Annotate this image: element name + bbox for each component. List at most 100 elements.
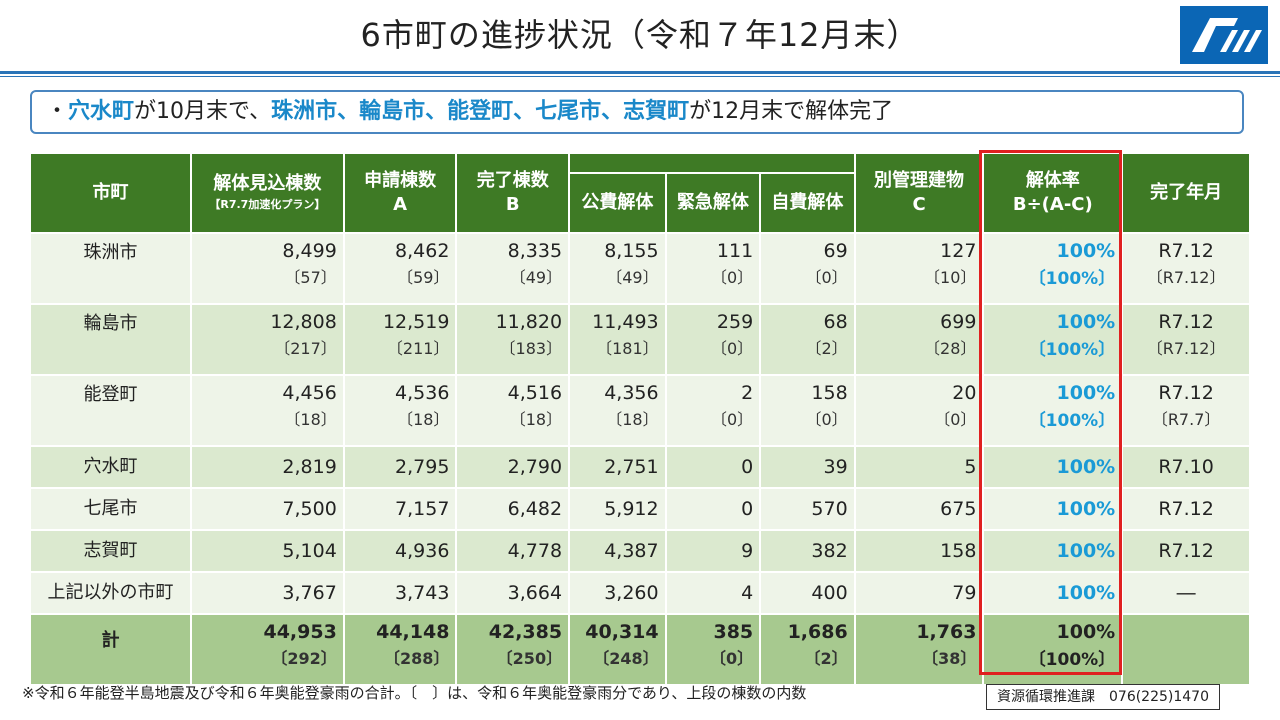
- header-rate-formula: B÷(A-C): [1012, 194, 1093, 215]
- cell-completion: R7.10: [1123, 447, 1249, 487]
- table-row: 能登町 4,456 〔18〕 4,536 〔18〕 4,516 〔18〕 4,356 〔…: [31, 376, 1249, 445]
- header-applied-letter: A: [393, 194, 408, 215]
- cell-municipality: 珠洲市: [31, 234, 190, 303]
- cell-emergency: 111 〔0〕: [666, 234, 760, 303]
- cell-self: 1,686 〔2〕: [761, 615, 854, 684]
- cell-expected: 4,456 〔18〕: [191, 376, 343, 445]
- header-self: 自費解体: [761, 174, 854, 232]
- cell-expected: 2,819: [191, 447, 343, 487]
- cell-public: 2,751: [570, 447, 665, 487]
- cell-municipality: 志賀町: [31, 531, 190, 571]
- contact-box: 資源循環推進課 076(225)1470: [986, 684, 1220, 710]
- cell-rate: 100% 〔100%〕: [984, 376, 1122, 445]
- cell-public: 4,387: [570, 531, 665, 571]
- header-public: 公費解体: [570, 174, 665, 232]
- header-expected: 解体見込棟数 【R7.7加速化プラン】: [191, 154, 343, 232]
- cell-completed: 6,482: [457, 489, 569, 529]
- header-separate-label: 別管理建物: [874, 170, 965, 191]
- cell-expected: 5,104: [191, 531, 343, 571]
- cell-completion: ―: [1123, 573, 1249, 613]
- cell-applied: 12,519 〔211〕: [344, 305, 456, 374]
- header-completed-letter: B: [505, 194, 520, 215]
- table-row: 志賀町 5,104 4,936 4,778 4,387 9 382 158 10…: [31, 531, 1249, 571]
- cell-public: 11,493 〔181〕: [570, 305, 665, 374]
- cell-applied: 44,148 〔288〕: [344, 615, 456, 684]
- cell-applied: 2,795: [344, 447, 456, 487]
- cell-completion: R7.12: [1123, 489, 1249, 529]
- cell-public: 3,260: [570, 573, 665, 613]
- cell-self: 570: [761, 489, 854, 529]
- cell-separate: 699 〔28〕: [855, 305, 983, 374]
- cell-emergency: 0: [666, 447, 760, 487]
- cell-completed: 3,664: [457, 573, 569, 613]
- header-rate-label: 解体率: [1025, 170, 1080, 191]
- cell-public: 5,912: [570, 489, 665, 529]
- cell-municipality: 穴水町: [31, 447, 190, 487]
- table-row: 上記以外の市町 3,767 3,743 3,664 3,260 4 400 79…: [31, 573, 1249, 613]
- cell-completion: R7.12 〔R7.12〕: [1123, 234, 1249, 303]
- cell-completed: 4,516 〔18〕: [457, 376, 569, 445]
- cell-separate: 127 〔10〕: [855, 234, 983, 303]
- cell-separate: 1,763 〔38〕: [855, 615, 983, 684]
- table-row: 穴水町 2,819 2,795 2,790 2,751 0 39 5 100% …: [31, 447, 1249, 487]
- summary-town-anamizu: 穴水町: [68, 99, 135, 124]
- cell-public: 40,314 〔248〕: [570, 615, 665, 684]
- cell-rate: 100%: [984, 447, 1122, 487]
- cell-completed: 11,820 〔183〕: [457, 305, 569, 374]
- cell-self: 400: [761, 573, 854, 613]
- cell-emergency: 385 〔0〕: [666, 615, 760, 684]
- cell-public: 8,155 〔49〕: [570, 234, 665, 303]
- header-completed: 完了棟数 B: [457, 154, 569, 232]
- cell-completion: R7.12 〔R7.7〕: [1123, 376, 1249, 445]
- cell-self: 69 〔0〕: [761, 234, 854, 303]
- cell-applied: 3,743: [344, 573, 456, 613]
- header-separate-letter: C: [912, 194, 926, 215]
- cell-completed: 8,335 〔49〕: [457, 234, 569, 303]
- cell-emergency: 0: [666, 489, 760, 529]
- cell-completion: R7.12: [1123, 531, 1249, 571]
- cell-separate: 20 〔0〕: [855, 376, 983, 445]
- cell-municipality: 上記以外の市町: [31, 573, 190, 613]
- header-completion: 完了年月: [1123, 154, 1249, 232]
- cell-rate: 100% 〔100%〕: [984, 615, 1122, 684]
- header-separate: 別管理建物 C: [855, 154, 983, 232]
- cell-applied: 4,936: [344, 531, 456, 571]
- cell-expected: 3,767: [191, 573, 343, 613]
- cell-rate: 100%: [984, 531, 1122, 571]
- cell-rate: 100%: [984, 573, 1122, 613]
- table-row: 珠洲市 8,499 〔57〕 8,462 〔59〕 8,335 〔49〕 8,155 〔…: [31, 234, 1249, 303]
- cell-municipality: 能登町: [31, 376, 190, 445]
- title-divider-thin: [0, 76, 1280, 77]
- cell-expected: 7,500: [191, 489, 343, 529]
- cell-emergency: 4: [666, 573, 760, 613]
- header-completed-label: 完了棟数: [476, 170, 549, 191]
- progress-table: 市町 解体見込棟数 【R7.7加速化プラン】 申請棟数 A 完了棟数 B 別管理…: [29, 152, 1251, 686]
- header-municipality: 市町: [31, 154, 190, 232]
- header-applied-label: 申請棟数: [364, 170, 437, 191]
- cell-expected: 12,808 〔217〕: [191, 305, 343, 374]
- prefecture-emblem-icon: [1180, 6, 1268, 64]
- cell-separate: 675: [855, 489, 983, 529]
- cell-completion: [1123, 615, 1249, 684]
- header-emergency: 緊急解体: [666, 174, 760, 232]
- cell-public: 4,356 〔18〕: [570, 376, 665, 445]
- cell-self: 382: [761, 531, 854, 571]
- cell-rate: 100% 〔100%〕: [984, 305, 1122, 374]
- cell-expected: 8,499 〔57〕: [191, 234, 343, 303]
- cell-emergency: 9: [666, 531, 760, 571]
- cell-self: 68 〔2〕: [761, 305, 854, 374]
- header-expected-label: 解体見込棟数: [213, 173, 322, 194]
- table-row: 輪島市 12,808 〔217〕 12,519 〔211〕 11,820 〔183〕 …: [31, 305, 1249, 374]
- summary-bullet: ・: [46, 99, 69, 124]
- cell-completed: 42,385 〔250〕: [457, 615, 569, 684]
- page-title: 6市町の進捗状況（令和７年12月末）: [360, 16, 920, 54]
- cell-applied: 4,536 〔18〕: [344, 376, 456, 445]
- summary-text-october: が10月末で、: [134, 99, 272, 124]
- cell-emergency: 2 〔0〕: [666, 376, 760, 445]
- cell-expected: 44,953 〔292〕: [191, 615, 343, 684]
- cell-separate: 5: [855, 447, 983, 487]
- total-row: 計 44,953 〔292〕 44,148 〔288〕 42,385 〔250〕 40…: [31, 615, 1249, 684]
- footnote: ※令和６年能登半島地震及び令和６年奥能登豪雨の合計。〔 〕は、令和６年奥能登豪雨…: [22, 684, 807, 702]
- summary-towns-december: 珠洲市、輪島市、能登町、七尾市、志賀町: [271, 99, 690, 124]
- header-applied: 申請棟数 A: [344, 154, 456, 232]
